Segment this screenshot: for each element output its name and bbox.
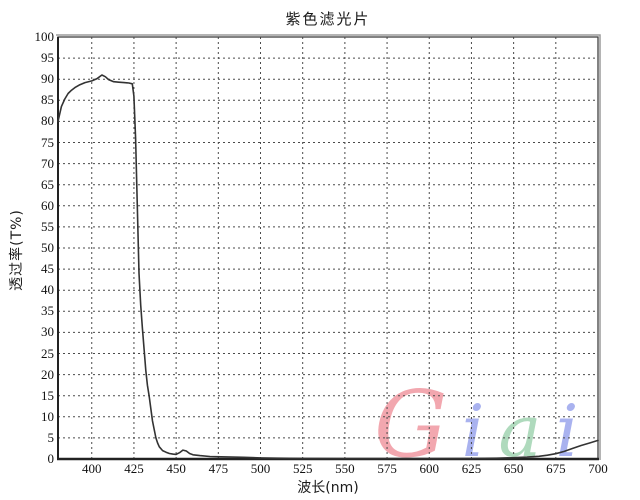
x-axis-label: 波长(nm) xyxy=(297,480,359,496)
y-tick-label: 100 xyxy=(34,29,55,44)
y-tick-label: 55 xyxy=(41,218,54,234)
y-tick-label: 30 xyxy=(41,324,54,340)
y-tick-label: 40 xyxy=(41,282,54,298)
y-tick-label: 90 xyxy=(41,71,54,87)
x-tick-label: 675 xyxy=(546,461,566,476)
y-tick-label: 15 xyxy=(41,387,54,403)
y-tick-label: 85 xyxy=(41,92,54,108)
x-tick-label: 700 xyxy=(588,461,608,476)
y-tick-label: 20 xyxy=(41,366,54,382)
y-tick-label: 50 xyxy=(41,240,54,255)
y-tick-label: 95 xyxy=(41,50,54,66)
x-tick-label: 425 xyxy=(124,461,144,476)
y-tick-label: 25 xyxy=(41,345,54,361)
y-tick-label: 5 xyxy=(47,429,55,445)
y-tick-label: 60 xyxy=(41,197,54,213)
chart-title: 紫色滤光片 xyxy=(285,10,371,28)
y-tick-label: 35 xyxy=(41,303,54,319)
x-tick-label: 650 xyxy=(503,461,524,476)
y-axis-label: 透过率(T%) xyxy=(9,209,25,291)
y-tick-label: 75 xyxy=(41,134,54,150)
y-tick-label: 80 xyxy=(41,113,54,129)
x-tick-label: 600 xyxy=(419,461,440,476)
y-tick-label: 0 xyxy=(47,451,55,466)
giai-watermark-logo: Giai xyxy=(374,379,593,471)
x-tick-label: 400 xyxy=(82,461,102,476)
x-tick-label: 475 xyxy=(208,461,229,476)
x-tick-label: 525 xyxy=(292,461,313,476)
y-tick-label: 10 xyxy=(41,408,54,424)
y-tick-label: 70 xyxy=(41,155,54,171)
y-tick-label: 65 xyxy=(41,176,54,192)
x-tick-label: 625 xyxy=(461,461,482,476)
x-tick-label: 450 xyxy=(166,461,186,476)
y-tick-label: 45 xyxy=(41,261,54,277)
x-tick-label: 575 xyxy=(377,461,397,476)
x-tick-label: 500 xyxy=(250,461,271,476)
x-tick-label: 550 xyxy=(335,461,355,476)
